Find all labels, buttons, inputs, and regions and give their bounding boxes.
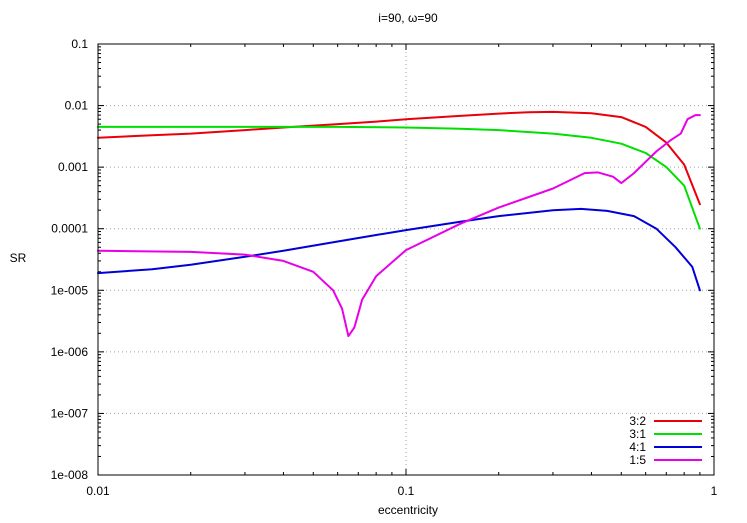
y-tick-label: 0.1 xyxy=(71,37,88,51)
legend-label-4: 1:5 xyxy=(629,453,646,467)
chart-title: i=90, ω=90 xyxy=(378,11,438,25)
y-tick-label: 1e-007 xyxy=(51,406,89,420)
grid xyxy=(98,44,714,475)
axes: 1e-008 1e-007 1e-006 1e-005 0.0001 0.001 0.01 0… xyxy=(51,37,718,498)
legend-label-1: 3:2 xyxy=(629,414,646,428)
series-line-2 xyxy=(97,125,701,230)
series-line-4 xyxy=(97,114,701,338)
data-series xyxy=(97,110,701,338)
y-tick-label: 1e-005 xyxy=(51,283,89,297)
legend-label-3: 4:1 xyxy=(629,440,646,454)
y-tick-label: 0.0001 xyxy=(51,222,88,236)
y-tick-label: 1e-008 xyxy=(51,468,89,482)
legend-label-2: 3:1 xyxy=(629,427,646,441)
y-tick-label: 0.001 xyxy=(58,160,88,174)
x-tick-label: 0.01 xyxy=(86,484,110,498)
x-tick-label: 1 xyxy=(711,484,718,498)
x-tick-label: 0.1 xyxy=(398,484,415,498)
plot-frame xyxy=(97,43,715,476)
y-axis-label: SR xyxy=(10,251,27,265)
series-line-1 xyxy=(97,110,701,206)
legend: 3:23:14:11:5 xyxy=(629,414,702,467)
x-axis-label: eccentricity xyxy=(378,503,438,517)
y-tick-label: 1e-006 xyxy=(51,345,89,359)
series-line-3 xyxy=(97,207,701,292)
y-tick-label: 0.01 xyxy=(65,99,89,113)
